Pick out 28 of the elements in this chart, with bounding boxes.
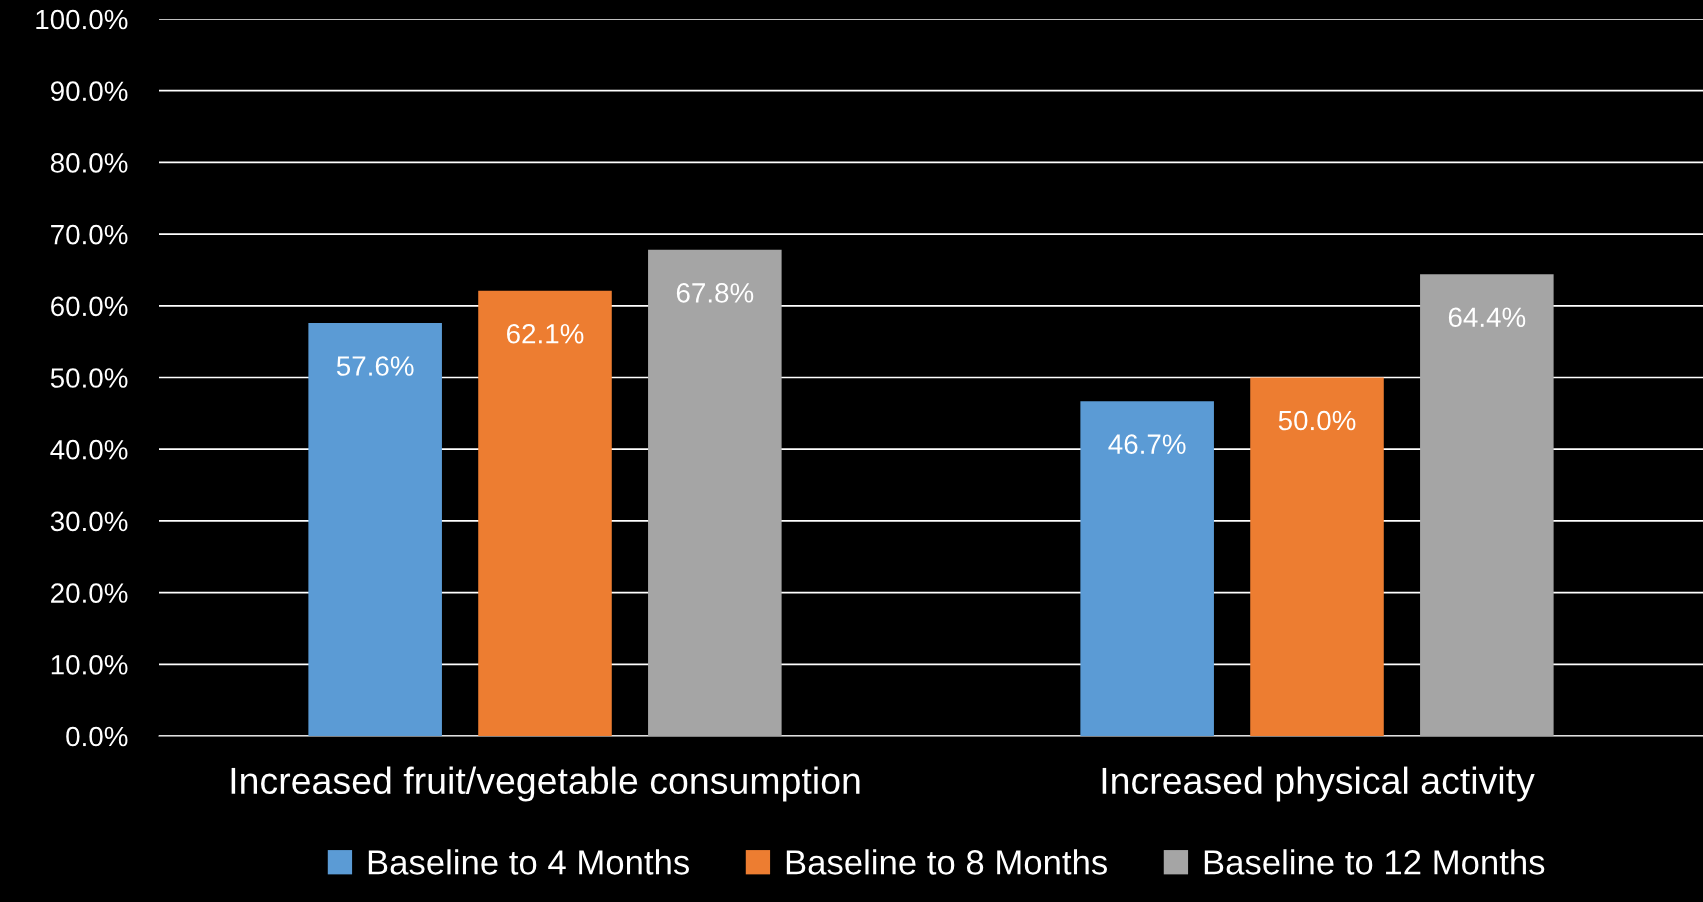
x-tick-label: Increased physical activity: [1102, 766, 1535, 802]
bar: [478, 290, 612, 736]
legend-label: Baseline to 4 Months: [368, 849, 689, 875]
bar: [308, 323, 442, 736]
y-tick-label: 80.0%: [50, 153, 128, 173]
data-label: 67.8%: [676, 283, 754, 303]
legend-label: Baseline to 8 Months: [786, 849, 1107, 875]
bar: [1080, 401, 1214, 736]
data-label: 57.6%: [336, 356, 414, 376]
y-tick-label: 40.0%: [50, 439, 128, 460]
bar: [1420, 274, 1554, 736]
y-tick-label: 20.0%: [51, 583, 128, 603]
legend-label: Baseline to 12 Months: [1204, 849, 1545, 875]
y-tick-label: 0.0%: [66, 726, 128, 747]
y-tick-label: 90.0%: [50, 81, 128, 102]
x-tick-label: Increased fruit/vegetable consumption: [231, 766, 860, 802]
data-label: 64.4%: [1448, 307, 1526, 328]
y-tick-label: 10.0%: [51, 654, 128, 675]
bar: [648, 249, 782, 736]
data-label: 62.1%: [507, 323, 584, 344]
y-tick-label: 100.0%: [36, 9, 128, 30]
data-label: 46.7%: [1108, 434, 1186, 454]
y-tick-label: 50.0%: [50, 368, 128, 388]
bar: [1250, 377, 1384, 736]
y-tick-label: 60.0%: [51, 296, 128, 317]
y-tick-label: 70.0%: [51, 224, 128, 245]
y-tick-label: 30.0%: [50, 511, 128, 532]
data-label: 50.0%: [1278, 410, 1356, 431]
